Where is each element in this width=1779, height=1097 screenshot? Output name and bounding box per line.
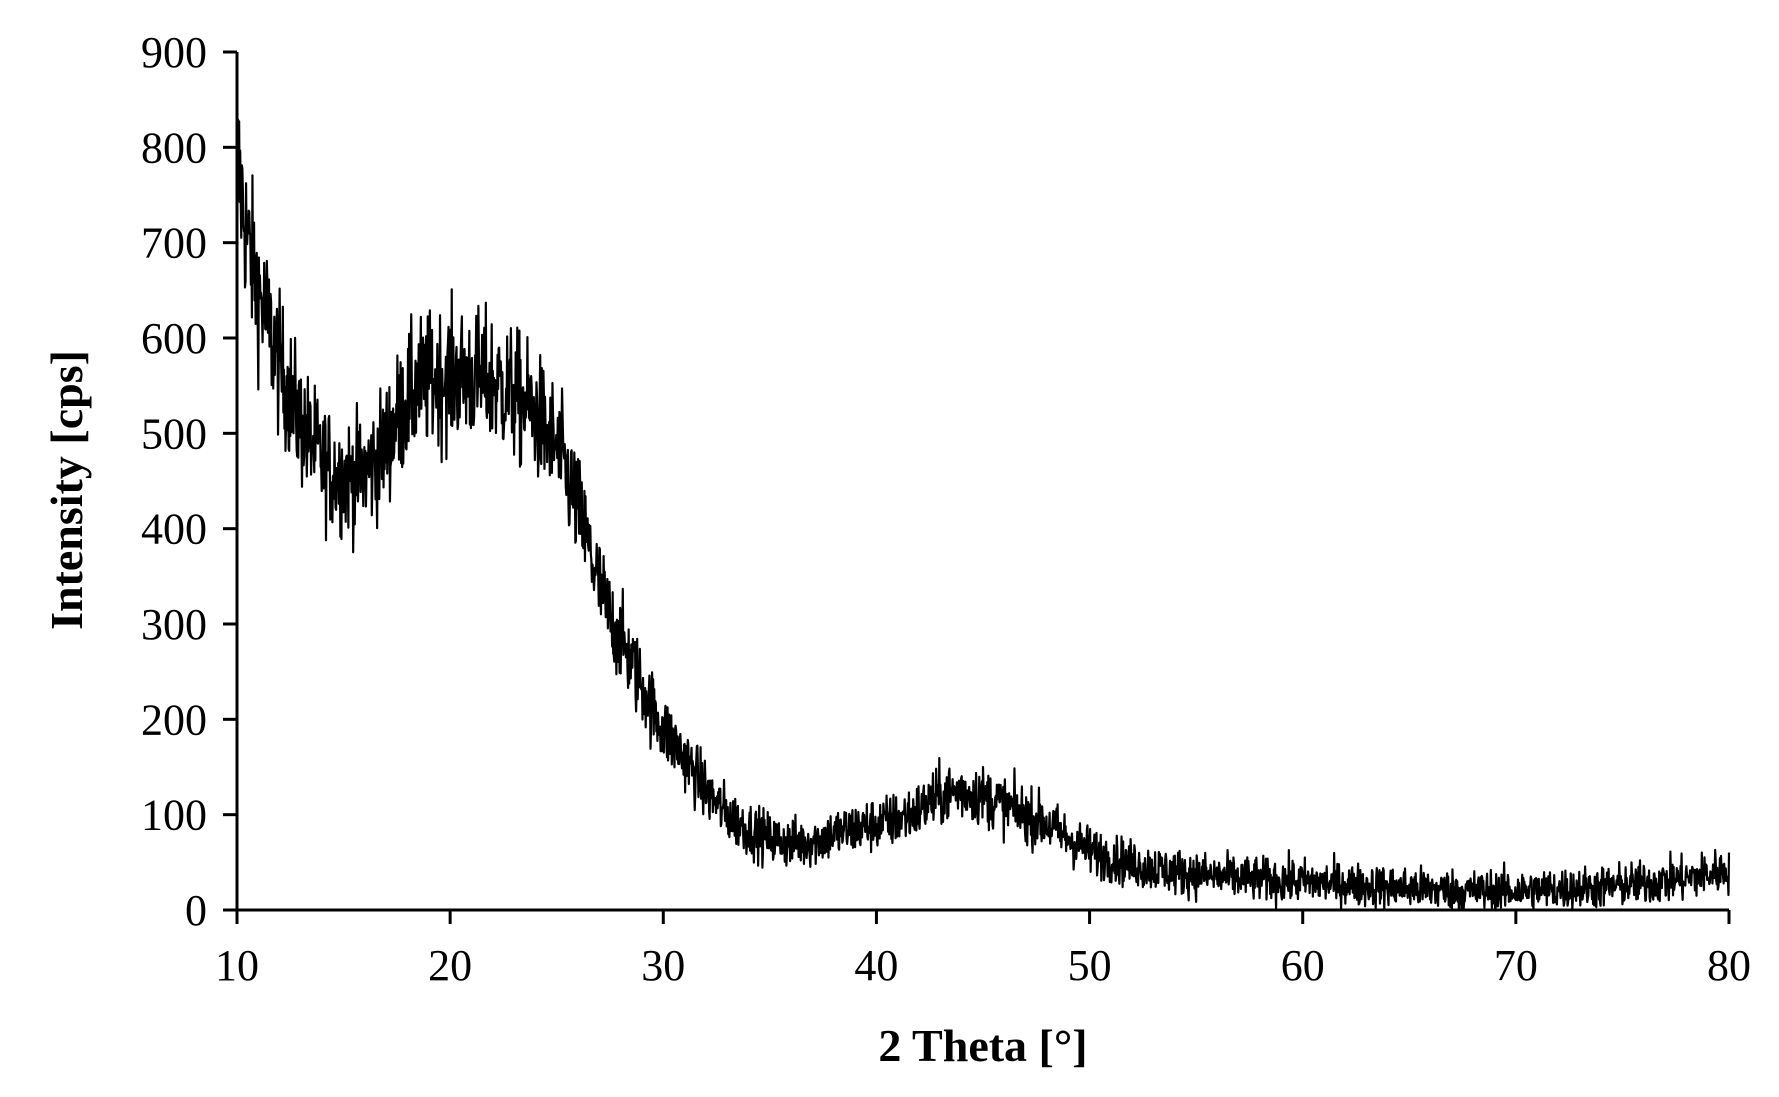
y-tick-label: 700 <box>141 219 207 268</box>
xrd-series-line <box>235 112 1731 912</box>
y-tick-label: 600 <box>141 314 207 363</box>
tick-labels: 0 100 200 300 400 500 600 700 800 900 10 20 30 40 50 60… <box>141 28 1751 990</box>
x-tick-label: 10 <box>215 941 259 990</box>
y-tick-label: 300 <box>141 600 207 649</box>
y-tick-label: 400 <box>141 505 207 554</box>
plot-area <box>235 112 1731 912</box>
x-tick-label: 40 <box>854 941 898 990</box>
y-tick-label: 200 <box>141 695 207 744</box>
x-axis-title: 2 Theta [°] <box>878 1020 1087 1071</box>
x-tick-label: 30 <box>641 941 685 990</box>
y-tick-label: 100 <box>141 791 207 840</box>
x-tick-label: 80 <box>1707 941 1751 990</box>
axes <box>223 50 1731 924</box>
y-tick-label: 900 <box>141 28 207 77</box>
x-tick-label: 60 <box>1281 941 1325 990</box>
x-tick-label: 70 <box>1494 941 1538 990</box>
y-axis-title: Intensity [cps] <box>41 350 92 630</box>
x-tick-label: 20 <box>428 941 472 990</box>
y-tick-label: 500 <box>141 409 207 458</box>
y-tick-label: 800 <box>141 123 207 172</box>
x-tick-label: 50 <box>1068 941 1112 990</box>
y-tick-label: 0 <box>185 886 207 935</box>
